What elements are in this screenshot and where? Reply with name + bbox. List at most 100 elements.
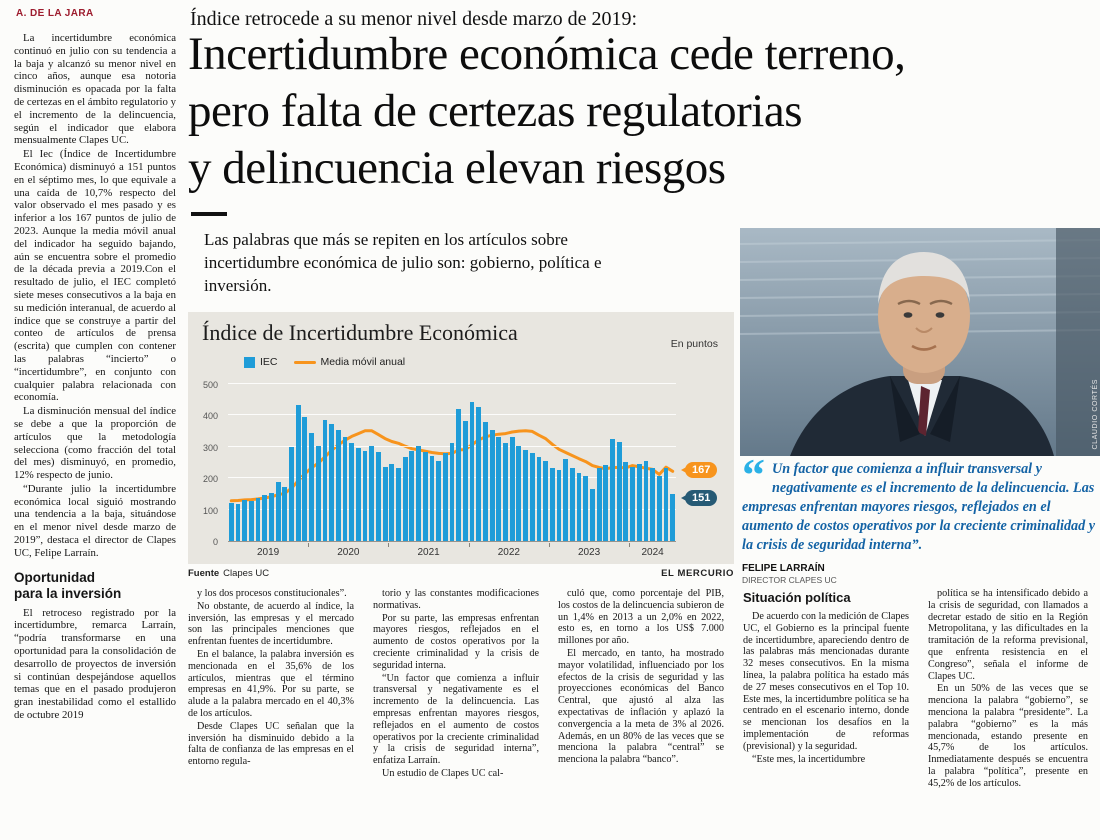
legend-item-moving-average: Media móvil anual — [293, 356, 405, 368]
iec-bar — [289, 446, 294, 541]
iec-bar — [656, 476, 662, 541]
iec-bar — [569, 468, 575, 541]
iec-bar — [282, 487, 288, 541]
headline-line-1: Incertidumbre económica cede terreno, — [188, 28, 906, 80]
paragraph: La disminución mensual del índice se deb… — [14, 405, 176, 482]
paragraph: “Este mes, la incertidumbre — [752, 753, 866, 765]
x-tick-mark — [468, 543, 470, 547]
iec-bar — [315, 446, 321, 541]
column-5-text: De acuerdo con la medición de Clapes UC,… — [743, 611, 909, 765]
iec-bar — [630, 466, 635, 541]
iec-bar — [663, 468, 669, 541]
x-tick-label: 2019 — [256, 547, 280, 558]
iec-bar — [442, 453, 448, 541]
iec-bar — [643, 460, 649, 541]
newspaper-brand: EL MERCURIO — [661, 568, 734, 579]
annotation-badge-167: 167 — [685, 462, 718, 479]
article-column-6: política se ha intensificado debido a la… — [928, 588, 1088, 838]
photo-credit: CLAUDIO CORTÉS — [1092, 379, 1099, 450]
column-1-bottom: El retroceso registrado por la incertidu… — [14, 607, 176, 722]
section-subhead-investment: Oportunidad para la inversión — [14, 569, 122, 601]
iec-bar — [255, 497, 261, 541]
iec-bar — [449, 443, 455, 541]
iec-bar — [529, 453, 535, 541]
iec-bar — [275, 481, 281, 541]
source-label: Fuente — [188, 568, 220, 579]
paragraph: El mercado, en tanto, ha mostrado mayor … — [558, 647, 724, 766]
paragraph: En el balance, la palabra inversión es m… — [188, 648, 354, 719]
plot-area — [228, 383, 676, 542]
iec-bar — [436, 460, 442, 541]
quote-text: Un factor que comienza a influir transve… — [742, 461, 1096, 553]
chart-source: Fuente Clapes UC — [188, 568, 269, 579]
section-subhead-politics: Situación política — [743, 590, 851, 605]
paragraph: De acuerdo con la medición de Clapes UC,… — [743, 611, 909, 752]
chart-units-label: En puntos — [670, 338, 718, 350]
iec-chart: Índice de Incertidumbre Económica En pun… — [188, 312, 734, 564]
iec-bar — [335, 430, 341, 541]
article-column-5: Situación política De acuerdo con la med… — [743, 588, 909, 838]
annotation-badge-151: 151 — [685, 489, 718, 506]
iec-bar — [329, 423, 335, 541]
legend-item-iec: IEC — [244, 356, 278, 368]
paragraph: Desde Clapes UC señalan que la inversión… — [188, 720, 354, 768]
paragraph: Un estudio de Clapes UC cal- — [382, 767, 504, 779]
chart-title: Índice de Incertidumbre Económica — [202, 320, 518, 345]
iec-bar — [523, 449, 528, 541]
x-tick-mark — [548, 543, 550, 547]
iec-bar — [650, 468, 655, 541]
portrait-illustration — [740, 228, 1100, 456]
iec-bar — [228, 502, 234, 541]
iec-bar — [382, 466, 388, 541]
iec-bar — [362, 451, 368, 541]
x-axis: 2019 2020 2021 2022 2023 2024 — [228, 543, 676, 561]
x-tick-label: 2023 — [577, 547, 601, 558]
iec-bar — [416, 446, 421, 541]
iec-bar — [402, 457, 408, 541]
paragraph: torio y las constantes modificaciones no… — [373, 588, 539, 611]
iec-bar — [342, 437, 348, 541]
iec-bar — [616, 441, 622, 541]
headline-line-3: y delincuencia elevan riesgos — [188, 142, 726, 194]
x-tick-label: 2024 — [641, 547, 664, 558]
paragraph: y los dos procesos constitucionales”. — [197, 588, 347, 599]
source-name: Clapes UC — [223, 568, 270, 579]
iec-bar — [516, 446, 522, 541]
bar-swatch-icon — [244, 356, 255, 368]
iec-bar — [610, 438, 615, 541]
iec-bar — [536, 457, 542, 541]
iec-bar — [422, 451, 428, 541]
iec-bar — [556, 470, 562, 541]
iec-bar — [376, 452, 381, 541]
x-tick-label: 2022 — [497, 547, 520, 558]
iec-bar — [322, 419, 328, 541]
legend-label: IEC — [260, 356, 278, 368]
paragraph: “Durante julio la incertidumbre económic… — [14, 482, 176, 559]
iec-bar — [590, 488, 595, 541]
paragraph: El Iec (Índice de Incertidumbre Económic… — [14, 148, 176, 404]
y-tick-label: 300 — [202, 442, 218, 453]
y-tick-label: 0 — [212, 537, 218, 547]
paragraph: culó que, como porcentaje del PIB, los c… — [558, 588, 724, 647]
iec-bar — [242, 499, 248, 541]
article-column-3: torio y las constantes modificaciones no… — [373, 588, 539, 838]
paragraph: La incertidumbre económica continuó en j… — [14, 32, 176, 147]
quote-attribution: FELIPE LARRAÍN DIRECTOR CLAPES UC — [742, 563, 1098, 585]
iec-bar — [456, 408, 462, 541]
kicker: Índice retrocede a su menor nivel desde … — [190, 8, 638, 30]
iec-bar — [409, 451, 415, 541]
article-column-2: y los dos procesos constitucionales”. No … — [188, 588, 354, 838]
byline: A. DE LA JARA — [16, 8, 94, 19]
headline-rule — [191, 212, 227, 216]
pull-quote: “ Un factor que comienza a influir trans… — [742, 452, 1098, 586]
iec-bar — [670, 493, 676, 541]
paragraph: “Un factor que comienza a influir transv… — [373, 672, 539, 767]
y-tick-label: 500 — [202, 380, 218, 390]
iec-bar — [483, 421, 488, 541]
column-6-text: política se ha intensificado debido a la… — [928, 588, 1088, 790]
iec-bar — [262, 495, 268, 541]
iec-bar — [489, 430, 495, 541]
iec-bar — [355, 448, 361, 541]
column-1-top: La incertidumbre económica continuó en j… — [14, 32, 176, 560]
iec-bar — [596, 468, 602, 541]
